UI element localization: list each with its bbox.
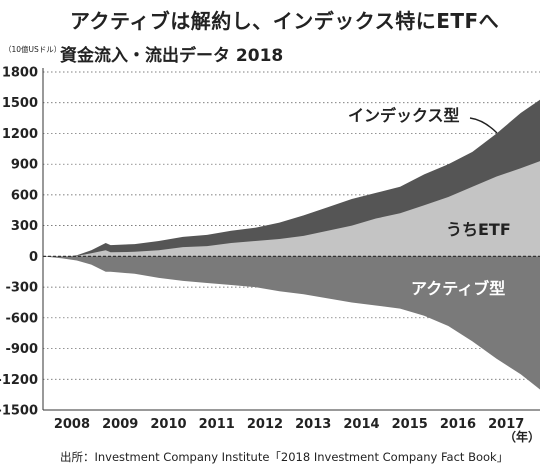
y-tick-label: -900	[5, 342, 38, 357]
chart-areas	[43, 99, 540, 390]
y-axis-unit-label: （10億USドル）	[4, 45, 62, 54]
y-tick-label: 1200	[2, 127, 38, 142]
annotation-leader	[469, 117, 498, 134]
axes	[42, 68, 540, 411]
chart-title: アクティブは解約し、インデックス特にETFへ	[70, 9, 500, 33]
y-tick-label: -600	[5, 311, 38, 326]
x-tick-label: 2011	[199, 417, 235, 432]
x-tick-labels: 2008 2009 2010 2011 2012 2013 2014 2015 2016 2017	[54, 417, 524, 432]
area-active	[43, 256, 540, 390]
annotation-etf: うちETF	[446, 220, 511, 239]
y-tick-label: 600	[11, 188, 38, 203]
annotation-active: アクティブ型	[411, 279, 505, 298]
x-tick-label: 2012	[247, 417, 283, 432]
y-tick-label: 1500	[2, 96, 38, 111]
y-tick-labels: 1800 1500 1200 900 600 300 0 -300 -600 -900 -1200 -…	[0, 66, 38, 419]
x-tick-label: 2013	[295, 417, 331, 432]
y-tick-label: -300	[5, 281, 38, 296]
source-note: 出所：Investment Company Institute「2018 Inv…	[60, 450, 509, 464]
x-tick-label: 2014	[343, 417, 379, 432]
x-tick-label: 2016	[440, 417, 476, 432]
x-tick-label: 2008	[54, 417, 90, 432]
x-tick-label: 2009	[102, 417, 138, 432]
x-tick-label: 2015	[392, 417, 428, 432]
y-tick-label: -1500	[0, 404, 38, 419]
x-tick-label: 2017	[488, 417, 524, 432]
x-tick-label: 2010	[150, 417, 186, 432]
y-tick-label: 0	[29, 250, 38, 265]
y-tick-label: 300	[11, 219, 38, 234]
y-tick-label: 900	[11, 158, 38, 173]
annotation-index: インデックス型	[348, 106, 460, 125]
area-etf	[43, 161, 540, 258]
chart-subtitle: 資金流入・流出データ 2018	[60, 46, 284, 66]
x-axis-unit-label: （年）	[504, 430, 541, 444]
y-tick-label: -1200	[0, 373, 38, 388]
y-tick-label: 1800	[2, 66, 38, 81]
